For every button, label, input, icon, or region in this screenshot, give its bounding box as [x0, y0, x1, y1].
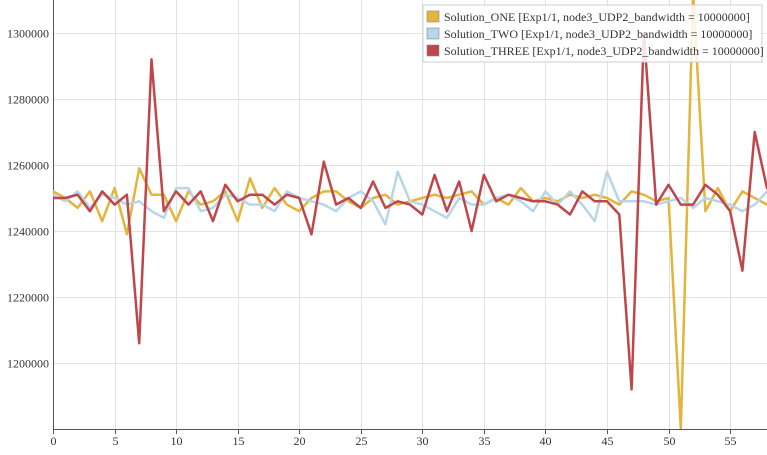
- x-tick-label: 55: [725, 434, 737, 448]
- legend-box: [422, 4, 763, 63]
- y-tick-label: 1220000: [7, 291, 49, 305]
- series-lines: [53, 0, 767, 429]
- legend-label-2: Solution_TWO [Exp1/1, node3_UDP2_bandwid…: [444, 27, 752, 41]
- legend-swatch-1: [426, 10, 440, 23]
- x-tick-label: 35: [479, 434, 491, 448]
- legend: Solution_ONE [Exp1/1, node3_UDP2_bandwid…: [422, 4, 764, 63]
- y-tick-label: 1280000: [7, 93, 49, 107]
- legend-label-1: Solution_ONE [Exp1/1, node3_UDP2_bandwid…: [444, 10, 750, 24]
- legend-swatch-2: [426, 27, 440, 40]
- x-tick-label: 50: [664, 434, 676, 448]
- x-tick-label: 45: [602, 434, 614, 448]
- x-tick-label: 0: [51, 434, 57, 448]
- x-tick-label: 15: [233, 434, 245, 448]
- x-tick-label: 10: [171, 434, 183, 448]
- y-tick-label: 1240000: [7, 225, 49, 239]
- x-tick-label: 40: [540, 434, 552, 448]
- y-tick-label: 1260000: [7, 159, 49, 173]
- legend-swatch-3: [426, 44, 440, 57]
- x-tick-label: 5: [113, 434, 119, 448]
- x-tick-label: 30: [417, 434, 429, 448]
- series-line-3: [53, 31, 767, 391]
- y-tick-label: 1300000: [7, 27, 49, 41]
- x-tick-label: 25: [356, 434, 368, 448]
- y-tick-label: 1200000: [7, 357, 49, 371]
- x-tick-label: 20: [294, 434, 306, 448]
- legend-label-3: Solution_THREE [Exp1/1, node3_UDP2_bandw…: [444, 44, 764, 58]
- axes: 1200000 1220000 1240000 1260000 1280000 13000…: [7, 0, 767, 448]
